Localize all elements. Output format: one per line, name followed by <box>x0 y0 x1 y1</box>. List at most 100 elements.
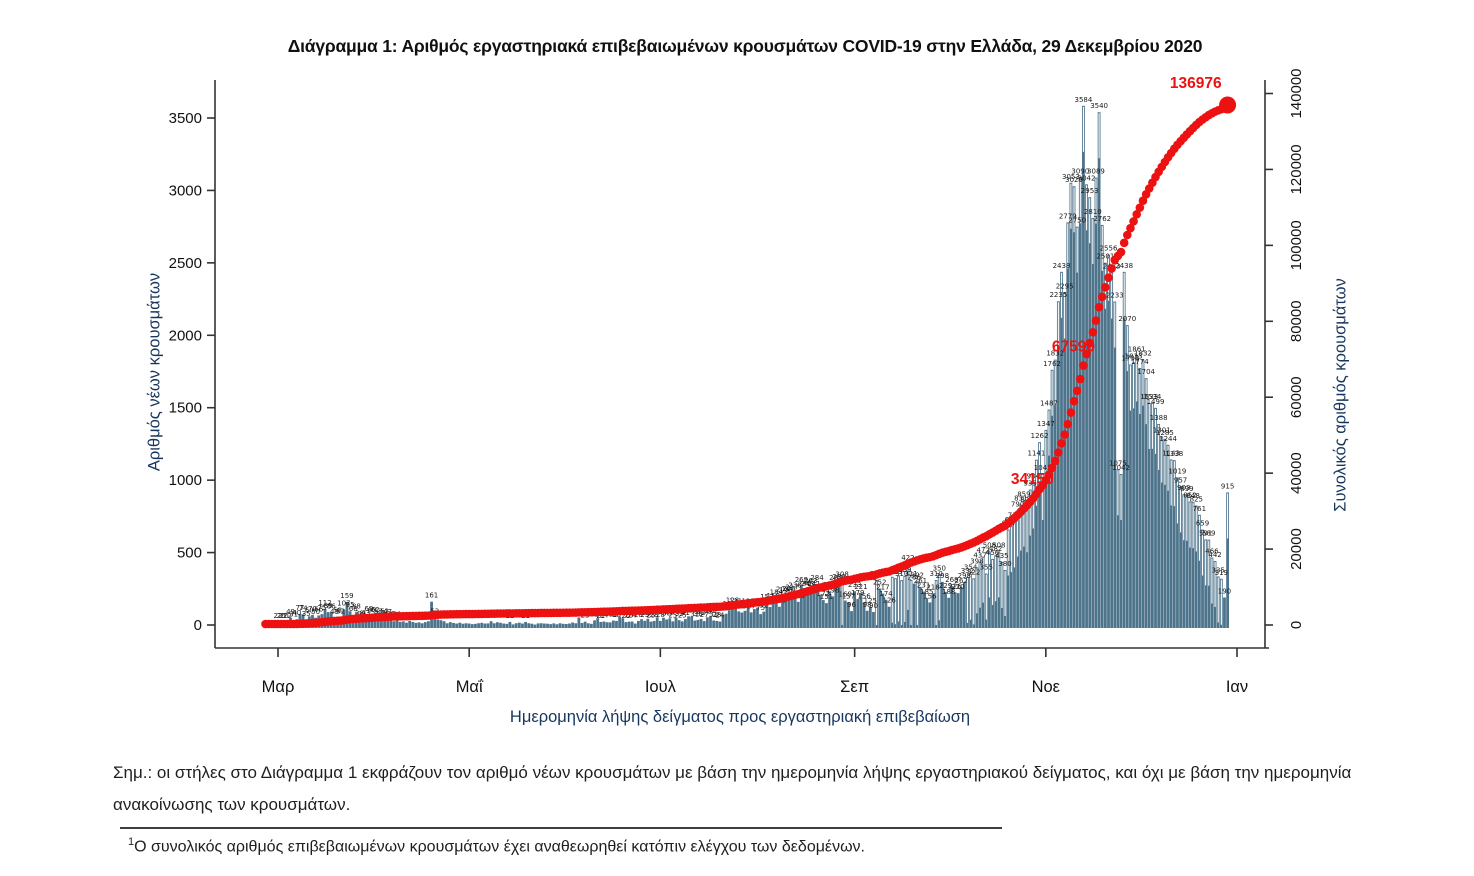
bar-value-label: 269 <box>795 576 808 584</box>
y-right-tick-label: 120000 <box>1288 144 1305 194</box>
bar <box>627 621 631 628</box>
bar <box>865 610 869 628</box>
bar <box>831 596 835 628</box>
bar <box>589 623 593 628</box>
bar <box>1019 504 1023 628</box>
bar-value-label: 1774 <box>1131 358 1149 366</box>
bar <box>395 620 399 628</box>
bar <box>568 623 571 628</box>
bar-value-label: 230 <box>788 582 801 590</box>
bar <box>1116 469 1120 628</box>
cumulative-dot <box>1054 448 1063 457</box>
note-text: Σημ.: οι στήλες στο Διάγραμμα 1 εκφράζου… <box>113 763 1352 814</box>
bar <box>727 610 731 628</box>
bar-value-label: 899 <box>1180 485 1193 493</box>
bar <box>464 623 468 628</box>
bar <box>442 621 446 628</box>
bar-value-label: 1301 <box>1153 427 1171 435</box>
bar <box>571 622 574 628</box>
bar-value-label: 49 <box>286 608 295 616</box>
bar-value-label: 31 <box>289 611 298 619</box>
bar-value-label: 218 <box>926 583 939 591</box>
bar <box>1113 301 1117 628</box>
bar-value-label: 1043 <box>1034 464 1052 472</box>
bar <box>925 598 929 628</box>
bar-value-label: 262 <box>955 577 968 585</box>
bar <box>1144 378 1148 628</box>
bar <box>414 622 418 628</box>
bar-value-label: 1141 <box>1028 450 1046 458</box>
bar <box>499 622 502 628</box>
bar <box>467 623 471 628</box>
bar <box>856 599 860 628</box>
bar <box>477 623 480 628</box>
bar <box>511 624 515 628</box>
bar <box>470 624 474 628</box>
bar-value-label: 98 <box>863 601 872 609</box>
bar <box>674 617 678 628</box>
bar <box>665 619 669 628</box>
bar-value-label: 246 <box>798 579 812 587</box>
bar-value-label: 126 <box>882 597 896 605</box>
bar <box>756 607 759 628</box>
bar-value-label: 125 <box>864 597 877 605</box>
bar-value-label: 1262 <box>1031 432 1049 440</box>
bar <box>1072 186 1076 628</box>
bar <box>1038 442 1041 628</box>
bar-value-label: 261 <box>914 577 927 585</box>
bar <box>1100 224 1104 628</box>
bar <box>392 621 396 628</box>
bar-value-label: 903 <box>1177 484 1190 492</box>
footnote-body: Ο συνολικός αριθμός επιβεβαιωμένων κρουσ… <box>134 838 865 856</box>
bar-value-label: 35 <box>302 610 311 618</box>
bar <box>1056 301 1060 628</box>
bar <box>887 606 891 628</box>
bar-value-label: 66 <box>314 605 323 613</box>
bar <box>514 623 518 628</box>
bar <box>436 619 440 628</box>
bar <box>596 618 600 628</box>
bar <box>649 621 653 628</box>
bar <box>834 583 838 628</box>
y-right-tick-label: 60000 <box>1288 376 1305 418</box>
annotations-layer: 34150 67590 136976 <box>1011 75 1222 488</box>
bar-value-label: 20 <box>277 612 286 620</box>
bar-value-label: 95 <box>346 601 355 609</box>
bar-value-label: 38 <box>355 609 364 617</box>
bar-value-label: 52 <box>380 607 389 615</box>
x-tick-label: Ιαν <box>1226 678 1248 696</box>
bar-value-label: 659 <box>1196 520 1209 528</box>
bar-value-label: 60 <box>305 606 314 614</box>
bar <box>652 620 656 628</box>
cumulative-dot <box>1079 361 1088 370</box>
bar-value-label: 508 <box>992 541 1005 549</box>
bar-value-label: 185 <box>920 588 933 596</box>
bar-value-label: 77 <box>295 604 304 612</box>
bar-value-label: 35 <box>693 610 702 618</box>
bar-value-label: 28 <box>650 611 659 619</box>
bar <box>721 614 725 628</box>
bar <box>452 622 455 628</box>
bar <box>787 595 791 628</box>
bar <box>774 598 778 628</box>
y-left-tick-label: 1500 <box>169 400 202 417</box>
bar-value-label: 435 <box>995 552 1008 560</box>
bar <box>1119 474 1123 628</box>
covid-cases-chart: 0 500 1000 1500 2000 2500 3000 3500 0 20000 40000 6… <box>169 68 1305 696</box>
bar <box>527 623 531 628</box>
bar <box>593 620 596 628</box>
bar <box>1085 184 1088 628</box>
bar <box>690 616 694 628</box>
bar <box>461 623 465 628</box>
bar <box>386 618 390 628</box>
cumulative-dot <box>1135 203 1145 212</box>
bar <box>586 623 590 628</box>
bar <box>1226 492 1229 628</box>
bar-value-label: 1285 <box>1156 429 1174 437</box>
bar <box>658 620 662 628</box>
bar <box>878 588 882 628</box>
bar <box>821 600 825 628</box>
bar <box>705 617 709 628</box>
bar <box>1163 438 1167 628</box>
bar-value-label: 20 <box>280 612 289 620</box>
